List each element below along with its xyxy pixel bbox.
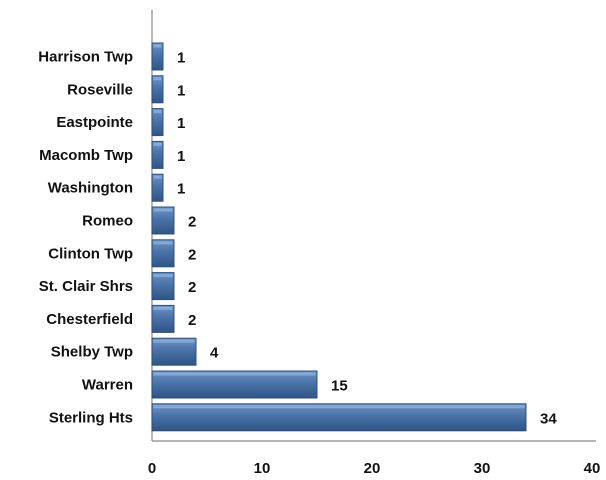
- bar-highlight: [153, 44, 162, 48]
- x-tick-label: 20: [364, 460, 381, 477]
- bar: [151, 140, 164, 169]
- data-label: 1: [177, 82, 185, 99]
- bar-highlight: [153, 208, 173, 212]
- category-label: Roseville: [67, 81, 133, 98]
- x-tick-label: 10: [254, 460, 271, 477]
- category-label: St. Clair Shrs: [39, 278, 133, 295]
- bar: [151, 239, 175, 268]
- bar: [151, 304, 175, 333]
- data-label: 34: [540, 410, 557, 427]
- bar-highlight: [153, 142, 162, 146]
- bar-highlight: [153, 241, 173, 245]
- data-label: 4: [210, 345, 219, 362]
- category-label: Shelby Twp: [51, 344, 133, 361]
- category-label: Eastpointe: [56, 114, 133, 131]
- category-label: Warren: [82, 377, 133, 394]
- data-label: 1: [177, 115, 185, 132]
- bar-highlight: [153, 175, 162, 179]
- bar: [151, 206, 175, 235]
- category-label: Sterling Hts: [49, 409, 133, 426]
- category-label: Chesterfield: [46, 311, 133, 328]
- bar-highlight: [153, 110, 162, 114]
- data-label: 2: [188, 214, 196, 231]
- category-label: Harrison Twp: [38, 49, 133, 66]
- category-label: Romeo: [82, 213, 133, 230]
- category-label: Washington: [48, 180, 133, 197]
- data-label: 1: [177, 50, 185, 67]
- data-label: 2: [188, 279, 196, 296]
- data-label: 2: [188, 246, 196, 263]
- bar-highlight: [153, 274, 173, 278]
- bar-highlight: [153, 339, 195, 343]
- category-label: Clinton Twp: [48, 245, 133, 262]
- x-tick-label: 30: [474, 460, 491, 477]
- bar-highlight: [153, 306, 173, 310]
- chart-labels: 0 10 20 30 40 Sterling Hts 34 Warren 15 Shelby Tw…: [38, 49, 600, 478]
- data-label: 2: [188, 312, 196, 329]
- data-label: 15: [331, 378, 348, 395]
- category-label: Macomb Twp: [39, 147, 133, 164]
- bar-highlight: [153, 77, 162, 81]
- bar-highlight: [153, 372, 316, 376]
- x-tick-label: 40: [584, 460, 601, 477]
- data-label: 1: [177, 181, 185, 198]
- x-tick-label: 0: [148, 460, 156, 477]
- bar: [151, 173, 164, 202]
- bar: [151, 42, 164, 71]
- bar-highlight: [153, 405, 525, 409]
- chart-bars: [151, 42, 527, 432]
- bar: [151, 75, 164, 104]
- data-label: 1: [177, 148, 185, 165]
- bar: [151, 108, 164, 137]
- bar: [151, 272, 175, 301]
